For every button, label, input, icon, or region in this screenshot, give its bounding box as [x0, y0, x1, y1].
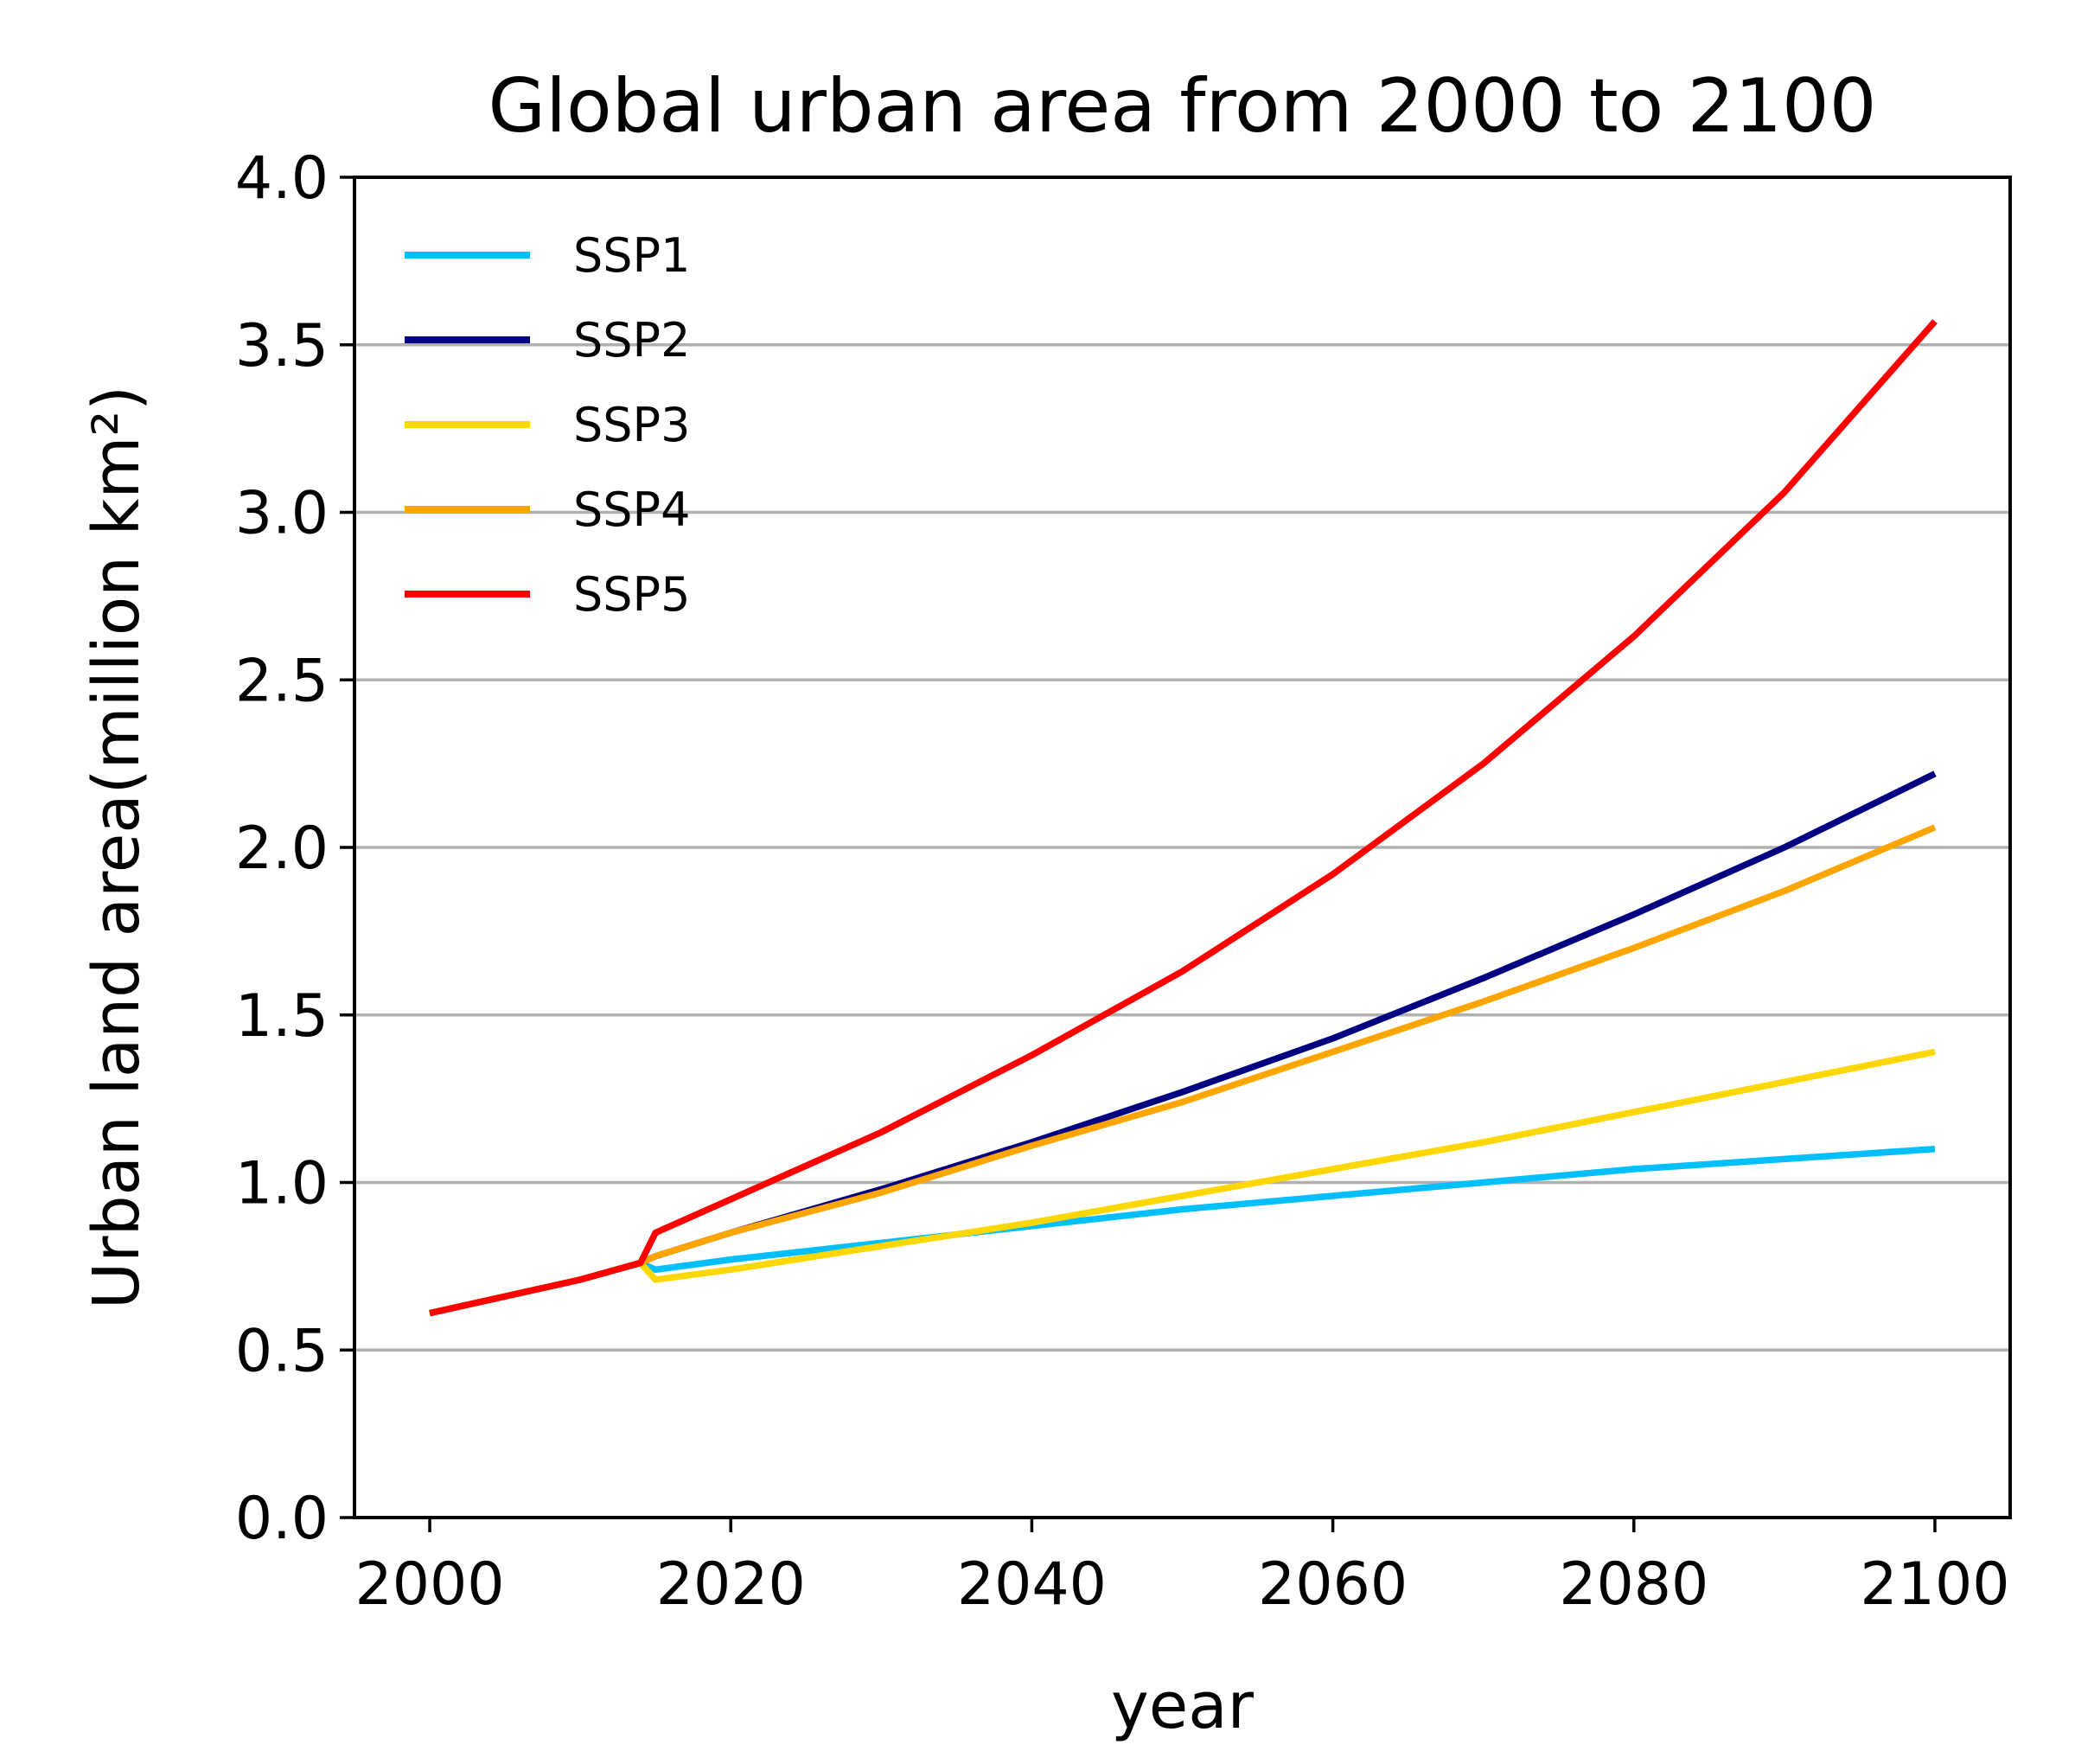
y-tick-label: 0.5 — [235, 1317, 329, 1385]
legend-item-ssp5: SSP5 — [405, 567, 690, 622]
y-axis-label: Urban land area(million km²) — [80, 386, 154, 1309]
y-tick-label: 3.0 — [235, 480, 329, 548]
y-tick-label: 4.0 — [235, 144, 329, 213]
series-lines — [429, 319, 1938, 1317]
x-tick-label: 2060 — [1258, 1550, 1408, 1619]
series-line-ssp4 — [429, 824, 1937, 1317]
x-tick-label: 2000 — [355, 1550, 505, 1619]
y-tick-label: 3.5 — [235, 312, 329, 380]
legend-item-ssp1: SSP1 — [405, 228, 690, 283]
x-tick-label: 2040 — [957, 1550, 1107, 1619]
legend-item-ssp2: SSP2 — [405, 313, 690, 368]
legend-label: SSP1 — [573, 228, 690, 283]
legend-label: SSP3 — [573, 398, 690, 452]
x-tick-label: 2020 — [656, 1550, 806, 1619]
x-tick-label: 2080 — [1559, 1550, 1708, 1619]
legend-label: SSP5 — [573, 567, 690, 622]
y-tick-label: 1.0 — [235, 1150, 329, 1218]
axis-ticks: 0.0 0.5 1.0 1.5 2.0 2.5 3.0 3.5 4.0 2000 2020 2040 2… — [235, 144, 2010, 1619]
y-tick-label: 0.0 — [235, 1485, 329, 1553]
x-tick-label: 2100 — [1860, 1550, 2009, 1619]
x-axis-label: year — [1111, 1669, 1255, 1743]
y-tick-label: 2.0 — [235, 815, 329, 883]
y-tick-label: 2.5 — [235, 647, 329, 715]
legend-item-ssp3: SSP3 — [405, 398, 690, 452]
chart-title: Global urban area from 2000 to 2100 — [488, 63, 1877, 150]
y-tick-label: 1.5 — [235, 982, 329, 1051]
gridlines — [354, 343, 2010, 1352]
legend: SSP1 SSP2 SSP3 SSP4 SSP5 — [405, 228, 690, 622]
legend-label: SSP4 — [573, 483, 690, 537]
series-line-ssp5 — [429, 319, 1938, 1317]
legend-label: SSP2 — [573, 313, 690, 368]
legend-item-ssp4: SSP4 — [405, 483, 690, 537]
